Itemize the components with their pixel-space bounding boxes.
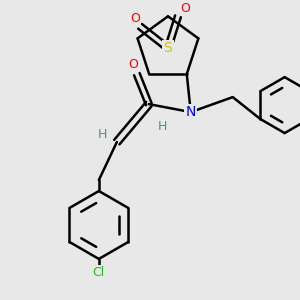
Text: H: H (158, 120, 167, 133)
Text: O: O (128, 58, 138, 71)
Text: O: O (130, 12, 140, 25)
Text: H: H (98, 128, 108, 141)
Text: N: N (186, 105, 196, 119)
Text: O: O (180, 2, 190, 15)
Text: Cl: Cl (93, 266, 105, 279)
Text: S: S (164, 41, 172, 55)
